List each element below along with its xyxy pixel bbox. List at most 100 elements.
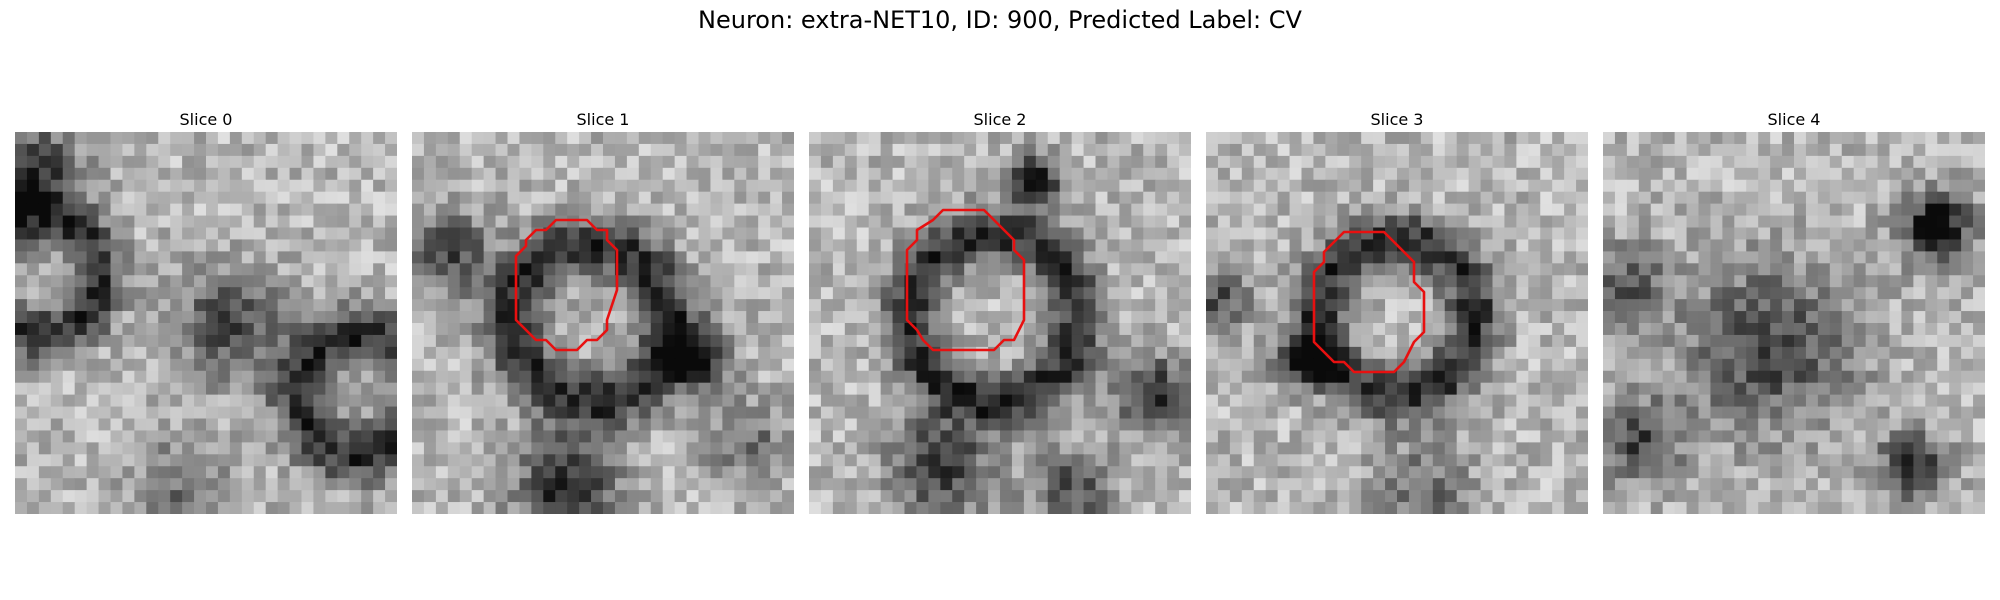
pixel bbox=[1686, 346, 1699, 360]
pixel bbox=[710, 239, 723, 252]
pixel bbox=[110, 490, 123, 503]
pixel bbox=[15, 406, 28, 419]
pixel bbox=[662, 287, 676, 300]
pixel bbox=[1638, 311, 1652, 324]
pixel bbox=[1361, 394, 1374, 407]
pixel bbox=[1734, 454, 1747, 467]
pixel bbox=[15, 191, 28, 205]
pixel bbox=[1782, 191, 1795, 205]
pixel bbox=[638, 406, 652, 419]
pixel bbox=[15, 442, 28, 455]
pixel bbox=[122, 358, 135, 372]
pixel bbox=[964, 299, 977, 312]
pixel bbox=[1337, 346, 1350, 360]
pixel bbox=[1817, 394, 1831, 407]
pixel bbox=[1480, 466, 1493, 479]
pixel bbox=[134, 143, 147, 157]
pixel bbox=[1035, 358, 1049, 372]
pixel bbox=[1794, 155, 1807, 169]
pixel bbox=[1361, 167, 1374, 181]
pixel bbox=[782, 490, 794, 503]
pixel bbox=[904, 430, 917, 443]
pixel bbox=[98, 143, 111, 157]
pixel bbox=[495, 430, 508, 443]
pixel bbox=[1877, 430, 1890, 443]
pixel bbox=[146, 466, 159, 479]
pixel bbox=[1901, 227, 1914, 240]
pixel bbox=[674, 227, 687, 240]
pixel bbox=[253, 358, 267, 372]
pixel bbox=[1325, 275, 1338, 288]
pixel bbox=[1337, 191, 1350, 205]
pixel bbox=[1540, 179, 1553, 193]
pixel bbox=[15, 167, 28, 181]
pixel bbox=[1206, 430, 1219, 443]
pixel bbox=[38, 430, 52, 443]
pixel bbox=[1361, 203, 1374, 216]
pixel bbox=[447, 287, 461, 300]
pixel bbox=[1722, 370, 1735, 384]
pixel bbox=[1361, 287, 1374, 300]
pixel bbox=[1385, 191, 1398, 205]
pixel bbox=[1782, 311, 1795, 324]
pixel bbox=[1265, 132, 1279, 145]
pixel bbox=[1576, 358, 1588, 372]
pixel bbox=[1349, 239, 1362, 252]
pixel bbox=[301, 287, 314, 300]
pixel bbox=[1829, 394, 1843, 407]
pixel bbox=[1131, 251, 1144, 264]
pixel bbox=[471, 334, 485, 348]
pixel bbox=[194, 442, 207, 455]
pixel bbox=[1662, 323, 1676, 336]
pixel bbox=[820, 179, 834, 193]
pixel bbox=[1229, 358, 1243, 372]
pixel bbox=[277, 478, 290, 491]
pixel bbox=[325, 143, 338, 157]
pixel bbox=[1528, 167, 1541, 181]
pixel bbox=[134, 418, 147, 431]
pixel bbox=[253, 478, 267, 491]
pixel bbox=[1023, 251, 1037, 264]
pixel bbox=[1047, 239, 1061, 252]
pixel bbox=[832, 227, 846, 240]
pixel bbox=[1011, 406, 1025, 419]
pixel bbox=[507, 299, 520, 312]
pixel bbox=[1698, 323, 1711, 336]
pixel bbox=[614, 406, 628, 419]
pixel bbox=[349, 215, 362, 228]
pixel bbox=[1349, 502, 1362, 514]
pixel bbox=[844, 382, 858, 396]
pixel bbox=[217, 179, 231, 193]
pixel bbox=[1853, 215, 1867, 228]
pixel bbox=[928, 454, 941, 467]
pixel bbox=[674, 275, 687, 288]
pixel bbox=[880, 502, 893, 514]
pixel bbox=[1373, 143, 1386, 157]
pixel bbox=[1504, 382, 1517, 396]
pixel bbox=[1913, 179, 1926, 193]
pixel bbox=[626, 275, 640, 288]
pixel bbox=[182, 394, 195, 407]
pixel bbox=[1564, 334, 1577, 348]
pixel bbox=[1841, 323, 1855, 336]
pixel bbox=[964, 478, 977, 491]
pixel bbox=[313, 143, 326, 157]
pixel bbox=[1456, 143, 1470, 157]
pixel bbox=[674, 167, 687, 181]
pixel bbox=[1313, 155, 1326, 169]
pixel bbox=[1023, 239, 1037, 252]
pixel bbox=[1301, 394, 1314, 407]
pixel bbox=[1206, 251, 1219, 264]
pixel bbox=[265, 502, 279, 514]
pixel bbox=[15, 334, 28, 348]
pixel bbox=[832, 275, 846, 288]
pixel bbox=[1877, 287, 1890, 300]
pixel bbox=[1229, 203, 1243, 216]
slice-panel-1: Slice 1 bbox=[412, 108, 794, 514]
pixel bbox=[229, 442, 243, 455]
pixel bbox=[1516, 179, 1529, 193]
pixel bbox=[1373, 478, 1386, 491]
pixel bbox=[1408, 346, 1422, 360]
pixel bbox=[1059, 406, 1073, 419]
pixel bbox=[988, 430, 1001, 443]
